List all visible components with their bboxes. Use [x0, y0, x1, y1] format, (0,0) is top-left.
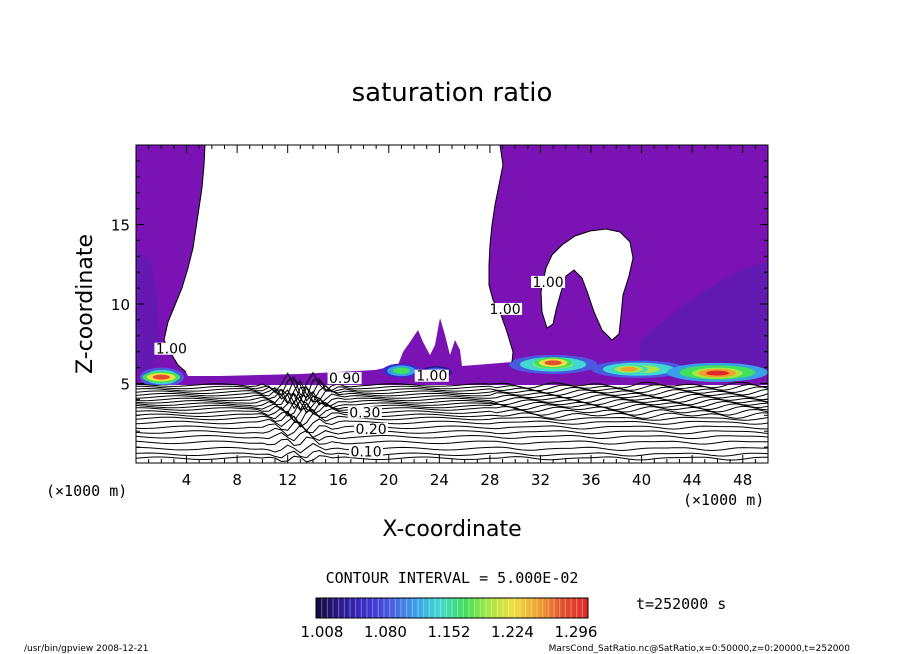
- saturation-blob: [620, 367, 638, 372]
- contour-line: [136, 415, 768, 432]
- contour-line: [136, 395, 768, 414]
- footer-left: /usr/bin/gpview 2008-12-21: [24, 644, 148, 654]
- contour-labels: 0.10 0.200.30 0.90 1.00 1.00 1.00 1.00: [154, 275, 566, 460]
- contour-label-mask: [327, 372, 362, 385]
- contour-line: [136, 429, 768, 442]
- contour-line: [136, 392, 768, 414]
- colorbar-ticks: 1.008 1.080 1.152 1.224 1.296: [301, 623, 598, 641]
- saturation-blob: [392, 367, 410, 374]
- contour-label: 0.10: [350, 444, 381, 460]
- contour-1-00-right: [540, 228, 634, 341]
- contour-label: 1.00: [416, 369, 447, 385]
- x-tick-label: 32: [531, 471, 550, 489]
- contour-line: [136, 371, 768, 400]
- y-tick-label: 10: [111, 296, 130, 314]
- contour-interval-label: CONTOUR INTERVAL = 5.000E-02: [326, 569, 579, 587]
- x-tick-label: 24: [430, 471, 449, 489]
- contour-label: 0.30: [349, 405, 380, 421]
- blue-fringe-right: [640, 262, 768, 375]
- time-label: t=252000 s: [636, 595, 726, 613]
- contour-line: [136, 436, 768, 447]
- blue-fringe-left: [136, 250, 160, 372]
- contour-1-00-middle: [488, 145, 514, 363]
- contour-line: [136, 386, 768, 405]
- contour-line: [136, 442, 768, 454]
- contour-label-mask: [347, 406, 382, 419]
- contour-line: [136, 402, 768, 422]
- x-tick-label: 36: [581, 471, 600, 489]
- subsaturated-region-right: [541, 229, 633, 340]
- colorbar-frame: [315, 597, 589, 619]
- colorbar-stripes: [321, 598, 583, 618]
- x-tick-label: 40: [632, 471, 651, 489]
- contour-label: 1.00: [156, 342, 187, 358]
- colorbar-tick-label: 1.296: [555, 623, 598, 641]
- y-tick-label: 15: [111, 217, 130, 235]
- chart-title: saturation ratio: [352, 78, 553, 108]
- contour-label-mask: [531, 275, 566, 288]
- contour-label-mask: [414, 369, 449, 382]
- x-axis-ticks: 4 8 12 16 20 24 28 32 36 40 44 48: [148, 145, 756, 489]
- x-tick-label: 16: [329, 471, 348, 489]
- footer-right: MarsCond_SatRatio.nc@SatRatio,x=0:50000,…: [549, 644, 851, 654]
- x-tick-label: 44: [683, 471, 702, 489]
- contour-line: [136, 449, 768, 459]
- x-axis-unit-right: (×1000 m): [683, 491, 764, 509]
- contour-line: [136, 378, 768, 402]
- saturation-blob: [152, 374, 170, 380]
- x-tick-label: 12: [278, 471, 297, 489]
- x-tick-label: 20: [379, 471, 398, 489]
- colorbar-tick-label: 1.008: [301, 623, 344, 641]
- colorbar-tick-label: 1.152: [428, 623, 471, 641]
- contour-label: 0.90: [329, 371, 360, 387]
- high-saturation-bands: [139, 354, 768, 387]
- contour-label: 1.00: [532, 275, 563, 291]
- x-tick-label: 4: [182, 471, 192, 489]
- colorbar-gradient: [316, 598, 588, 618]
- subsaturated-region-left: [164, 145, 513, 376]
- contour-label-mask: [154, 342, 189, 355]
- contour-label: 0.20: [356, 422, 387, 438]
- contour-lines: [136, 371, 768, 463]
- saturation-blob: [706, 370, 729, 376]
- colorbar-tick-label: 1.224: [491, 623, 534, 641]
- y-axis-label: Z-coordinate: [73, 234, 98, 374]
- contour-line: [136, 412, 768, 428]
- x-tick-label: 28: [480, 471, 499, 489]
- contour-line: [136, 393, 768, 411]
- contour-label: 1.00: [490, 302, 521, 318]
- contour-line: [136, 421, 768, 434]
- saturation-blob: [544, 360, 562, 366]
- x-axis-label: X-coordinate: [382, 517, 521, 542]
- colorbar: 1.008 1.080 1.152 1.224 1.296: [301, 597, 598, 641]
- plot-area: 0.100.200.300.901.001.001.001.00 4 8 12 16 2…: [111, 144, 769, 489]
- x-tick-label: 8: [232, 471, 242, 489]
- y-axis-ticks: 5 10 15: [111, 160, 768, 448]
- x-axis-unit-left: (×1000 m): [46, 482, 127, 500]
- y-tick-label: 5: [120, 376, 130, 394]
- colorbar-tick-label: 1.080: [364, 623, 407, 641]
- contour-line: [136, 379, 768, 405]
- contour-label-mask: [488, 302, 523, 315]
- contour-label-mask: [349, 445, 384, 458]
- contour-line: [136, 399, 768, 417]
- contour-line: [136, 386, 768, 410]
- x-tick-label: 48: [733, 471, 752, 489]
- contour-line: [136, 424, 768, 439]
- contour-line: [136, 409, 768, 424]
- contour-label-mask: [354, 422, 389, 435]
- contour-line: [136, 455, 768, 463]
